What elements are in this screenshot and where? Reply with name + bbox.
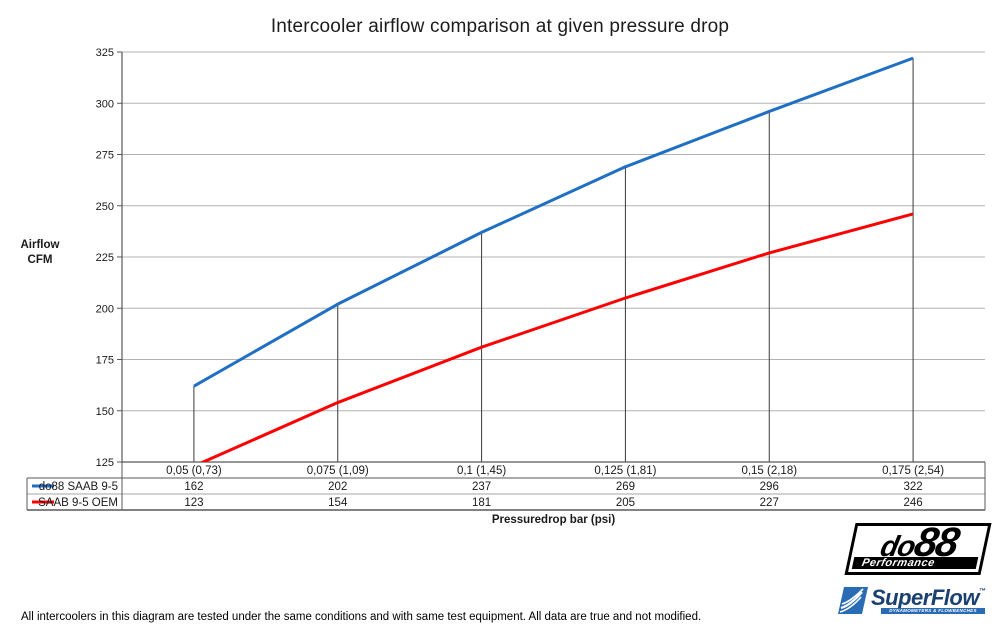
y-tick-label: 200: [96, 303, 114, 315]
superflow-trademark: ™: [978, 588, 986, 595]
table-cell-value: 202: [328, 481, 347, 493]
table-cell-value: 237: [472, 481, 491, 493]
y-tick-label: 225: [96, 252, 114, 264]
category-label: 0,125 (1,81): [594, 465, 656, 477]
table-cell-value: 123: [184, 497, 203, 509]
do88-logo: do 88 Performance: [844, 519, 992, 575]
y-axis-title-line1: Airflow: [20, 239, 60, 251]
superflow-logo: SuperFlow™ DYNAMOMETERS & FLOWBENCHES: [838, 585, 988, 617]
disclaimer-text: All intercoolers in this diagram are tes…: [21, 611, 702, 623]
y-tick-label: 325: [96, 47, 114, 59]
do88-logo-text-small: do: [877, 530, 918, 563]
table-cell-value: 181: [472, 497, 491, 509]
chart-title: Intercooler airflow comparison at given …: [270, 16, 730, 37]
do88-logo-text: do 88: [851, 519, 988, 566]
y-axis-title: Airflow CFM: [10, 238, 70, 268]
y-tick-label: 175: [96, 355, 114, 367]
table-cell-value: 227: [760, 497, 779, 509]
table-cell-value: 246: [903, 497, 922, 509]
legend-label: SAAB 9-5 OEM: [38, 497, 118, 509]
category-label: 0,175 (2,54): [882, 465, 944, 477]
series-line-saab-9-5-oem: [199, 212, 914, 462]
table-cell-value: 322: [903, 481, 922, 493]
category-label: 0,075 (1,09): [307, 465, 369, 477]
superflow-wave-icon: [838, 587, 868, 614]
table-cell-value: 154: [328, 497, 348, 509]
table-cell-value: 205: [616, 497, 635, 509]
y-tick-label: 275: [96, 150, 114, 162]
table-cell-value: 296: [760, 481, 779, 493]
y-axis-title-line2: CFM: [27, 253, 53, 266]
x-axis-title: Pressuredrop bar (psi): [491, 514, 616, 526]
y-tick-label: 300: [96, 98, 114, 110]
superflow-name-text: SuperFlow: [871, 585, 979, 610]
category-label: 0,15 (2,18): [741, 465, 797, 477]
do88-logo-text-large: 88: [910, 519, 962, 566]
y-tick-label: 125: [96, 457, 114, 469]
y-tick-label: 150: [96, 406, 114, 418]
superflow-tagline: DYNAMOMETERS & FLOWBENCHES: [881, 608, 985, 614]
series-line-do88-saab-9-5: [193, 56, 914, 388]
do88-logo-subtitle: Performance: [851, 557, 979, 569]
table-cell-value: 162: [184, 481, 203, 493]
superflow-logo-name: SuperFlow™: [871, 585, 986, 611]
category-label: 0,1 (1,45): [457, 465, 506, 477]
y-tick-label: 250: [96, 201, 114, 213]
table-cell-value: 269: [616, 481, 635, 493]
category-label: 0,05 (0,73): [166, 465, 222, 477]
legend-label: do88 SAAB 9-5: [39, 481, 118, 493]
